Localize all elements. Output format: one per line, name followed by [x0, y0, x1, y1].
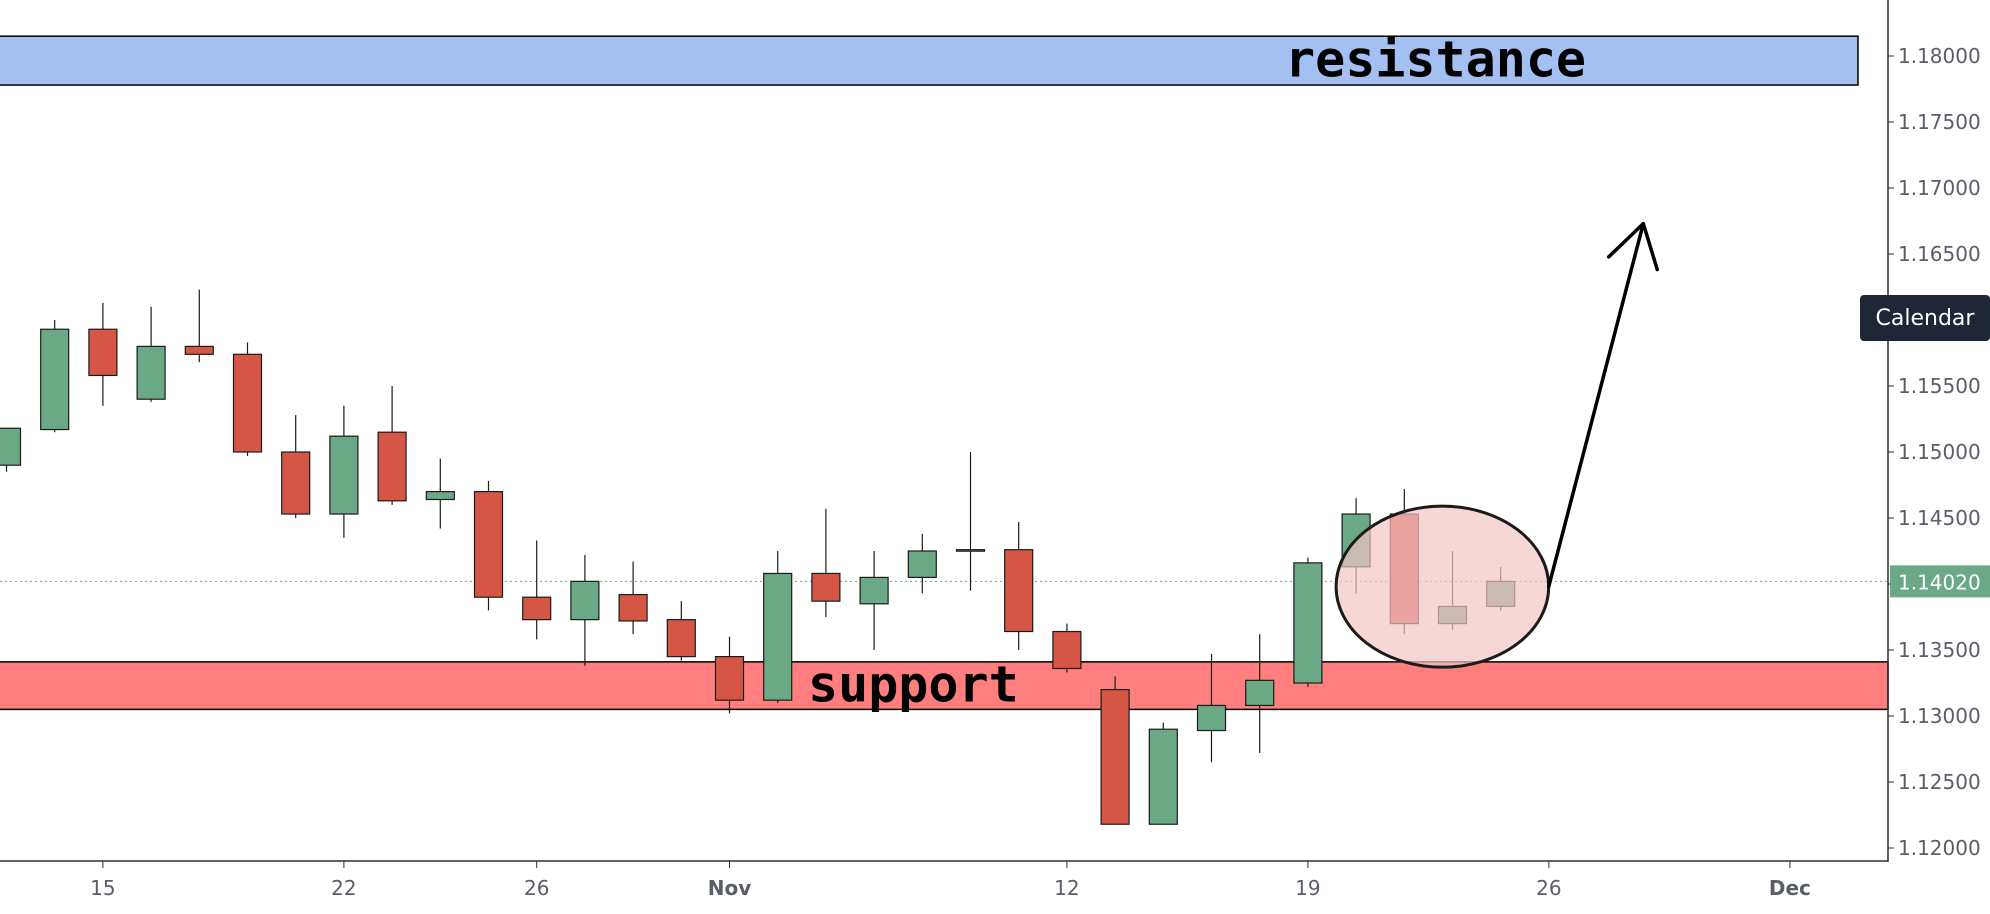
- candle: [859, 551, 889, 650]
- candle: [1052, 623, 1082, 673]
- candle: [1196, 653, 1227, 763]
- y-tick-label: 1.12000: [1898, 836, 1981, 860]
- candles-layer: [0, 289, 1516, 825]
- candle-body-down: [473, 491, 504, 598]
- candle-body-up: [1196, 704, 1227, 732]
- y-tick-label: 1.12500: [1898, 770, 1981, 794]
- candle-body-down: [184, 345, 214, 355]
- candle-body-down: [377, 431, 407, 502]
- resistance-label: resistance: [1285, 31, 1586, 89]
- highlight-circle: [1334, 504, 1551, 669]
- candle: [329, 405, 359, 538]
- x-tick-label: 26: [1536, 876, 1561, 900]
- y-tick-label: 1.15000: [1898, 440, 1981, 464]
- candle: [40, 320, 70, 433]
- candle: [1148, 722, 1178, 825]
- candle-body-down: [666, 619, 696, 658]
- x-tick-label: 26: [524, 876, 549, 900]
- candle: [570, 554, 600, 666]
- candle-body-down: [811, 572, 841, 602]
- candle: [666, 601, 696, 661]
- x-tick-label: 12: [1054, 876, 1079, 900]
- x-tick-label: 19: [1295, 876, 1320, 900]
- y-tick-label: 1.15500: [1898, 374, 1981, 398]
- annotation-layer: [1334, 221, 1660, 669]
- candle-body-up: [1245, 679, 1275, 707]
- candle: [281, 415, 311, 518]
- support-label: support: [808, 656, 1019, 714]
- candle: [1245, 634, 1275, 753]
- arrow-head: [1606, 221, 1660, 272]
- candle: [763, 551, 793, 703]
- y-tick-label: 1.18000: [1898, 44, 1981, 68]
- candle-body-up: [40, 328, 70, 431]
- calendar-tooltip[interactable]: Calendar: [1860, 295, 1990, 341]
- y-tick-label: 1.14500: [1898, 506, 1981, 530]
- last-price-badge: [1890, 565, 1990, 598]
- candle-body-up: [570, 580, 600, 621]
- candle: [811, 508, 841, 617]
- candle: [232, 342, 263, 456]
- candle-body-down: [1100, 688, 1130, 825]
- candle: [425, 458, 455, 529]
- candle-body-up: [763, 572, 793, 701]
- candle-body-up: [859, 576, 889, 605]
- candle-body-down: [281, 451, 311, 515]
- zones-layer: [0, 35, 1889, 711]
- candle-body-down: [618, 593, 648, 622]
- candle-body-up: [955, 549, 986, 552]
- price-axis: 1.120001.125001.130001.135001.140001.145…: [1888, 44, 1981, 860]
- candle: [1100, 676, 1130, 825]
- candle: [907, 533, 937, 594]
- y-tick-label: 1.17000: [1898, 176, 1981, 200]
- y-tick-label: 1.17500: [1898, 110, 1981, 134]
- last-price-layer: 1.14020: [1890, 565, 1990, 598]
- time-axis: 15 22 26 Nov 12 19 26 Dec: [90, 861, 1811, 900]
- candle: [377, 386, 407, 505]
- candle: [714, 636, 745, 714]
- candle-body-down: [232, 353, 263, 453]
- candle: [1293, 557, 1323, 687]
- candle-body-down: [522, 596, 552, 621]
- candle-body-up: [136, 345, 166, 400]
- candle-body-up: [329, 435, 359, 515]
- candle-body-down: [88, 328, 118, 377]
- candle: [473, 481, 504, 611]
- resistance-zone: [0, 35, 1859, 86]
- candle-body-up: [0, 427, 22, 466]
- candle-body-up: [907, 550, 937, 578]
- y-tick-label: 1.13500: [1898, 638, 1981, 662]
- y-tick-label: 1.16500: [1898, 242, 1981, 266]
- candle: [136, 306, 166, 402]
- x-tick-label: Nov: [708, 876, 752, 900]
- x-tick-label: Dec: [1769, 876, 1811, 900]
- y-tick-label: 1.13000: [1898, 704, 1981, 728]
- x-tick-label: 15: [90, 876, 115, 900]
- candle-body-up: [1148, 728, 1178, 825]
- support-zone: [0, 661, 1889, 711]
- last-price-label: 1.14020: [1898, 570, 1981, 594]
- candle-body-down: [714, 655, 745, 701]
- candle: [0, 427, 22, 472]
- candle-body-down: [1004, 549, 1034, 633]
- candle: [955, 452, 986, 591]
- candle: [1004, 521, 1034, 650]
- candle: [522, 540, 552, 640]
- candle: [618, 561, 648, 635]
- zone-labels-layer: resistance support: [808, 31, 1586, 714]
- candle: [88, 302, 118, 406]
- candle: [184, 289, 214, 363]
- candle-body-up: [1293, 562, 1323, 684]
- candle-body-down: [1052, 630, 1082, 670]
- arrow-shaft: [1546, 221, 1646, 589]
- candle-body-up: [425, 491, 455, 501]
- x-tick-label: 22: [331, 876, 356, 900]
